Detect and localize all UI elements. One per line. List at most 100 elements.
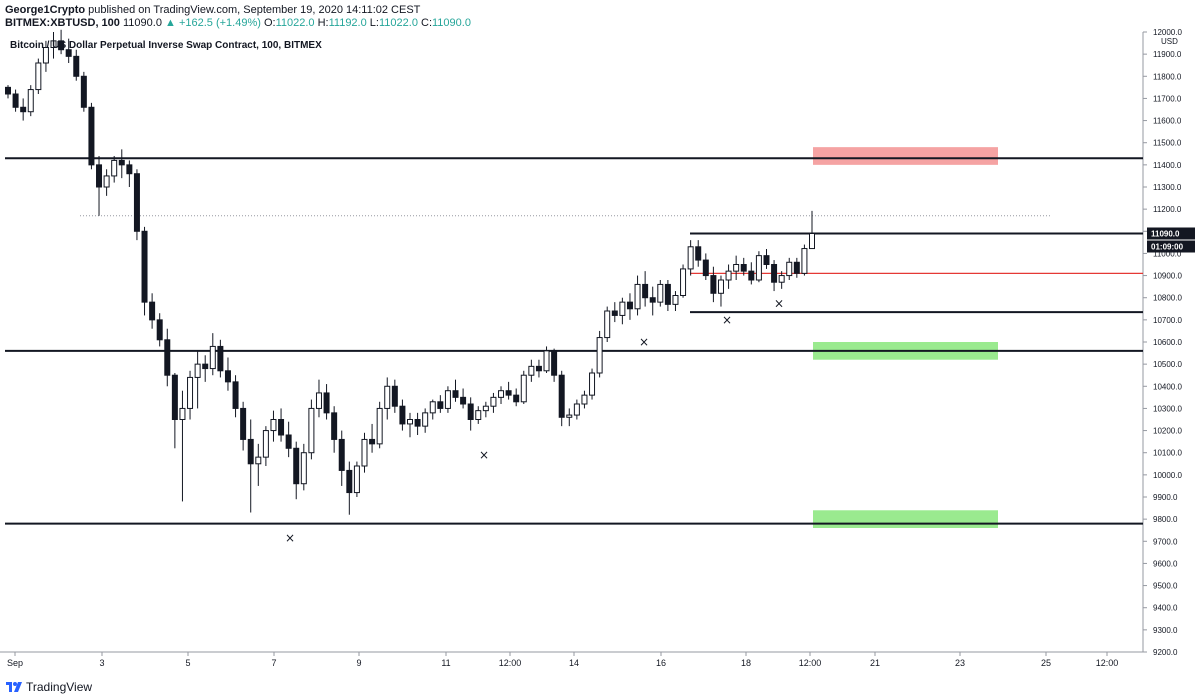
price-change: ▲ +162.5 (+1.49%) [165, 17, 261, 29]
candle-body [467, 403, 474, 420]
price-tick-label: 10600.0 [1153, 338, 1182, 347]
candle-body [619, 301, 626, 316]
author-name[interactable]: George1Crypto [5, 4, 86, 16]
candle-body [429, 401, 436, 414]
price-chart[interactable]: × × × × × 9200.0 9300.0 9400.0 9500.0 9600.0 9700.… [0, 0, 1200, 680]
candle-body [58, 40, 65, 51]
price-tick-label: 9200.0 [1153, 648, 1178, 657]
high-label: H: [317, 17, 329, 29]
price-tick-label: 11200.0 [1153, 205, 1182, 214]
high-value: 11192.0 [328, 17, 367, 29]
price-tick-label: 9700.0 [1153, 537, 1178, 546]
candle-body [793, 261, 800, 274]
candle-body [308, 407, 315, 454]
price-tick-label: 10100.0 [1153, 449, 1182, 458]
candle-body [187, 376, 194, 409]
price-tick-label: 11600.0 [1153, 117, 1182, 126]
candle-body [809, 233, 815, 250]
price-tick-label: 11000.0 [1153, 249, 1182, 258]
price-tick-label: 9900.0 [1153, 493, 1178, 502]
price-tick-label: 9500.0 [1153, 582, 1178, 591]
candle-body [391, 385, 398, 407]
time-tick-label: 14 [569, 658, 579, 668]
candle-body [520, 374, 527, 403]
candle-body [270, 419, 277, 432]
candle-body [589, 372, 596, 396]
tradingview-logo-icon[interactable] [6, 682, 22, 692]
chart-title: Bitcoin / US Dollar Perpetual Inverse Sw… [10, 40, 322, 51]
candle-body [247, 438, 254, 465]
candle-body [664, 283, 671, 305]
zone-green-2 [813, 510, 998, 528]
time-tick-label: 12:00 [799, 658, 822, 668]
time-tick-label: 16 [656, 658, 666, 668]
candle-body [156, 319, 163, 341]
candle-body [179, 407, 186, 420]
candle-body [475, 410, 482, 420]
candle-body [596, 337, 603, 374]
x-marker: × [774, 296, 784, 310]
candle-body [687, 246, 694, 270]
candle-body [278, 419, 285, 436]
candle-body [111, 159, 118, 177]
time-tick-label: 3 [99, 658, 104, 668]
candle-body [300, 452, 307, 485]
candle-body [80, 75, 87, 108]
candle-body [444, 390, 451, 409]
candle-body [194, 363, 201, 378]
price-tick-label: 11800.0 [1153, 72, 1182, 81]
candle-body [224, 370, 231, 383]
close-label: C: [421, 17, 432, 29]
candle-body [65, 49, 72, 57]
candle-body [702, 259, 709, 277]
brand-name[interactable]: TradingView [26, 680, 93, 694]
price-tick-label: 10200.0 [1153, 427, 1182, 436]
candle-body [315, 392, 322, 409]
price-tick-label: 11500.0 [1153, 139, 1182, 148]
candle-body [573, 403, 580, 416]
candle-body [217, 345, 224, 372]
candle-body [649, 297, 656, 303]
candle-body [642, 283, 649, 299]
low-value: 11022.0 [378, 17, 418, 29]
candle-body [27, 89, 34, 113]
time-tick-label: 7 [271, 658, 276, 668]
candle-body [634, 283, 641, 310]
price-tick-label: 11900.0 [1153, 50, 1182, 59]
last-price: 11090.0 [122, 17, 162, 29]
candle-body [748, 270, 755, 281]
candle-body [369, 438, 376, 445]
candle-body [12, 93, 19, 108]
candle-body [604, 310, 611, 339]
x-marker: × [479, 448, 489, 462]
candle-body [437, 401, 444, 409]
low-label: L: [369, 17, 379, 29]
price-tick-label: 11400.0 [1153, 161, 1182, 170]
candle-body [695, 246, 702, 261]
candle-body [141, 230, 148, 303]
time-tick-label: 25 [1041, 658, 1051, 668]
candle-body [73, 55, 80, 77]
candle-body [338, 438, 345, 471]
candle-body [103, 175, 110, 188]
candle-body [96, 164, 103, 188]
candle-body [262, 430, 269, 458]
publish-info: published on TradingView.com, September … [85, 4, 421, 16]
time-tick-label: 12:00 [1096, 658, 1119, 668]
candle-body [118, 159, 125, 166]
countdown-badge-text: 01:09:00 [1151, 243, 1184, 252]
candle-body [285, 434, 292, 449]
last-price-badge [1147, 227, 1195, 240]
candle-body [733, 264, 740, 272]
candle-body [543, 350, 550, 372]
candle-body [460, 396, 467, 405]
time-tick-label: 23 [955, 658, 965, 668]
zone-red-0 [813, 147, 998, 165]
candle-body [323, 392, 330, 414]
candle-body [755, 255, 762, 281]
candle-body [5, 86, 11, 95]
candle-body [376, 407, 383, 445]
price-tick-label: 10900.0 [1153, 272, 1182, 281]
price-tick-label: 12000.0 [1153, 28, 1182, 37]
candle-body [361, 438, 368, 467]
